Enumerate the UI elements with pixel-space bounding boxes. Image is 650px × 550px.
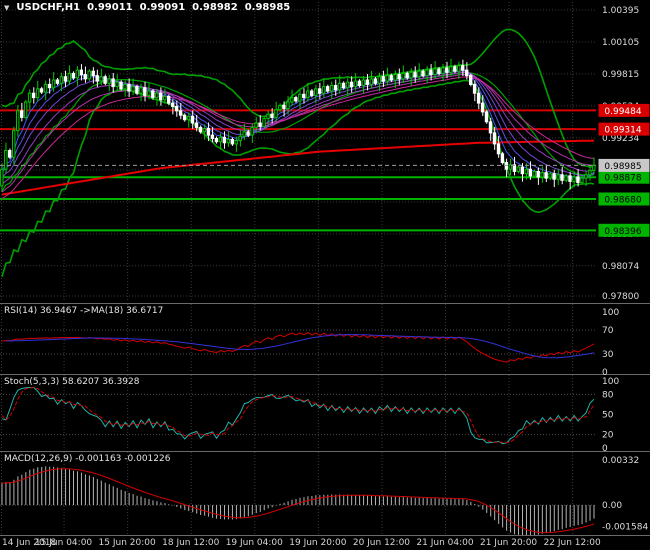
svg-text:30: 30: [602, 350, 614, 360]
svg-text:0.98878: 0.98878: [604, 174, 641, 184]
svg-text:70: 70: [602, 326, 614, 336]
svg-text:0.00332: 0.00332: [602, 456, 639, 466]
svg-text:1.00105: 1.00105: [602, 38, 639, 48]
quote-close: 0.98985: [244, 2, 291, 13]
svg-text:0.99314: 0.99314: [604, 126, 641, 136]
svg-text:0.98680: 0.98680: [604, 196, 641, 206]
time-axis-label: 20 Jun 12:00: [352, 538, 411, 548]
time-axis-label: 22 Jun 12:00: [543, 538, 601, 548]
time-axis-label: 18 Jun 12:00: [162, 538, 220, 548]
svg-text:80: 80: [602, 390, 614, 400]
quote-open: 0.99011: [87, 2, 133, 13]
svg-text:100: 100: [602, 377, 619, 387]
svg-text:0.99484: 0.99484: [604, 107, 641, 117]
time-axis[interactable]: 14 Jun 2018 15 Jun 04:00 15 Jun 20:00 18 Ju…: [0, 537, 650, 550]
chart-title: ▼ USDCHF,H1 0.99011 0.99091 0.98982 0.98…: [4, 3, 290, 13]
panel-dividers: [0, 303, 650, 536]
svg-text:0.99815: 0.99815: [602, 70, 639, 80]
time-axis-label: 15 Jun 04:00: [34, 538, 93, 548]
time-axis-label: 14 Jun 2018: [2, 538, 57, 548]
svg-text:0.97800: 0.97800: [602, 292, 639, 302]
svg-text:0.99234: 0.99234: [602, 134, 639, 144]
rsi-indicator-label: RSI(14) 36.9467 ->MA(18) 36.6717: [4, 306, 164, 316]
candles: [0, 58, 596, 192]
svg-text:20: 20: [602, 431, 614, 441]
time-axis-label: 19 Jun 04:00: [225, 538, 283, 548]
rsi-panel: [0, 329, 596, 363]
svg-text:0.98074: 0.98074: [602, 262, 639, 272]
time-axis-label: 19 Jun 20:00: [289, 538, 347, 548]
svg-text:0.00: 0.00: [602, 501, 622, 511]
svg-text:100: 100: [602, 308, 619, 318]
time-axis-label: 21 Jun 04:00: [416, 538, 474, 548]
time-axis-label: 15 Jun 20:00: [98, 538, 156, 548]
quote-low: 0.98982: [192, 2, 238, 13]
svg-text:-0.001584: -0.001584: [602, 523, 648, 533]
time-axis-label: 21 Jun 20:00: [479, 538, 538, 548]
macd-panel: [0, 466, 596, 536]
svg-text:0.98985: 0.98985: [604, 162, 641, 172]
svg-text:0: 0: [602, 444, 608, 454]
stoch-panel: [0, 387, 596, 445]
svg-text:0: 0: [602, 368, 608, 378]
macd-indicator-label: MACD(12,26,9) -0.001163 -0.001226: [4, 454, 171, 464]
price-axis[interactable]: 1.003951.001050.998150.995240.992340.989…: [598, 6, 650, 533]
chart-canvas[interactable]: 1.003951.001050.998150.995240.992340.989…: [0, 0, 650, 536]
chart-marker-icon: ▼: [4, 3, 10, 12]
svg-text:0.98396: 0.98396: [604, 227, 641, 237]
svg-text:50: 50: [602, 411, 614, 421]
quote-high: 0.99091: [139, 2, 186, 13]
stoch-indicator-label: Stoch(5,3,3) 58.6207 36.3928: [4, 377, 140, 387]
symbol-timeframe-label: USDCHF,H1: [16, 2, 81, 13]
svg-text:1.00395: 1.00395: [602, 6, 639, 16]
